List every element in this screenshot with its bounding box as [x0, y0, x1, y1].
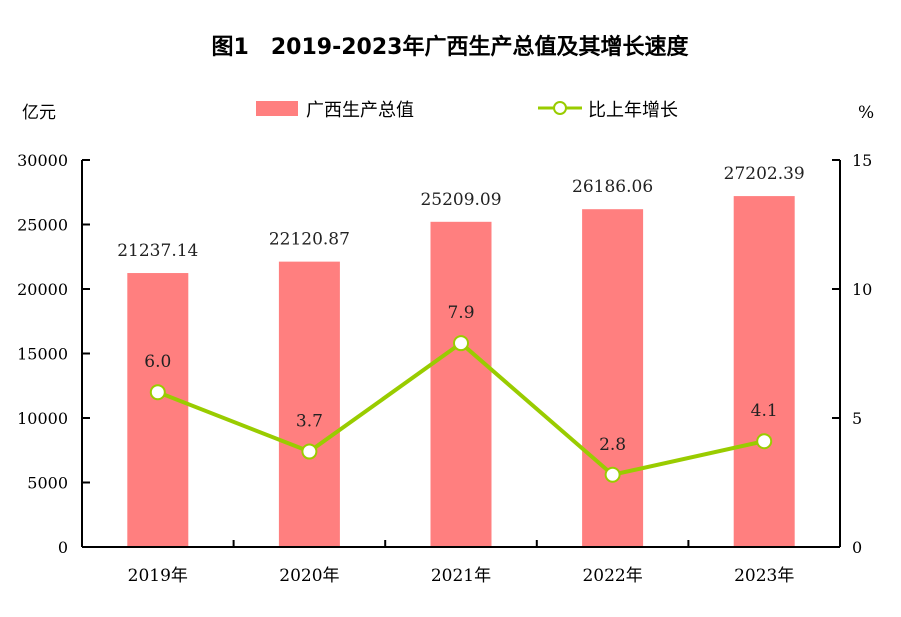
bar-data-label: 22120.87 [269, 230, 350, 250]
bar-2023年 [733, 196, 795, 547]
legend-line-label: 比上年增长 [588, 100, 678, 121]
left-axis-tick-label: 25000 [17, 216, 68, 235]
chart-title: 图1 2019-2023年广西生产总值及其增长速度 [212, 34, 690, 60]
right-axis-tick-label: 15 [852, 151, 872, 170]
bar-data-label: 27202.39 [724, 164, 805, 184]
right-axis-tick-label: 10 [852, 280, 872, 299]
growth-data-label: 3.7 [296, 412, 323, 432]
bar-2022年 [582, 209, 644, 547]
left-axis-unit: 亿元 [22, 103, 56, 123]
bar-2019年 [127, 273, 189, 547]
bar-2021年 [430, 221, 492, 547]
bar-data-label: 26186.06 [572, 177, 653, 197]
x-axis-tick-label: 2020年 [279, 566, 339, 586]
x-axis-tick-label: 2023年 [734, 566, 794, 586]
x-axis-tick-label: 2019年 [128, 566, 188, 586]
right-axis-unit: % [858, 103, 874, 123]
growth-data-label: 2.8 [599, 435, 626, 455]
growth-data-label: 7.9 [447, 303, 474, 323]
left-axis-tick-label: 10000 [17, 409, 68, 428]
legend-bar-label: 广西生产总值 [306, 100, 414, 121]
growth-point-2019年 [149, 384, 166, 401]
x-axis-tick-label: 2021年 [431, 566, 491, 586]
growth-data-label: 6.0 [144, 352, 171, 372]
bar-2020年 [278, 261, 340, 547]
bar-data-label: 25209.09 [420, 190, 501, 210]
legend-bar-swatch [256, 101, 298, 116]
x-axis-tick-label: 2022年 [582, 566, 642, 586]
left-axis-tick-label: 15000 [17, 345, 68, 364]
growth-data-label: 4.1 [751, 401, 778, 421]
legend-line-marker [553, 101, 567, 115]
right-axis-tick-label: 0 [852, 538, 862, 557]
bar-data-label: 21237.14 [117, 241, 198, 261]
left-axis-tick-label: 30000 [17, 151, 68, 170]
left-axis-tick-label: 0 [58, 538, 68, 557]
growth-point-2020年 [301, 443, 318, 460]
right-axis-tick-label: 5 [852, 409, 862, 428]
left-axis-tick-label: 20000 [17, 280, 68, 299]
growth-point-2021年 [453, 335, 469, 352]
growth-point-2023年 [756, 433, 773, 450]
left-axis-tick-label: 5000 [27, 474, 68, 493]
growth-point-2022年 [604, 466, 621, 483]
